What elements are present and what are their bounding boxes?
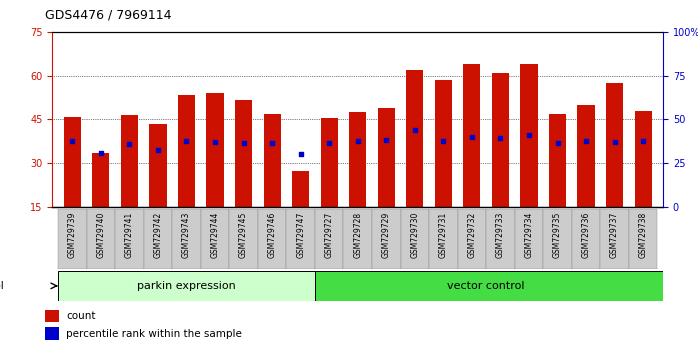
Text: GSM729727: GSM729727: [325, 212, 334, 258]
Bar: [429, 209, 458, 269]
Text: GDS4476 / 7969114: GDS4476 / 7969114: [45, 9, 172, 22]
Point: [324, 140, 335, 146]
Bar: [92, 153, 110, 207]
Text: GSM729747: GSM729747: [296, 212, 305, 258]
Point: [466, 134, 477, 140]
Point: [124, 141, 135, 147]
Bar: [207, 93, 223, 207]
Text: GSM729733: GSM729733: [496, 212, 505, 258]
Point: [524, 132, 535, 138]
Bar: [315, 209, 343, 269]
Bar: [458, 209, 486, 269]
Bar: [629, 209, 658, 269]
Bar: [286, 209, 315, 269]
Bar: [463, 64, 480, 207]
Bar: [521, 64, 537, 207]
Bar: [64, 116, 81, 207]
Bar: [378, 108, 395, 207]
Point: [209, 139, 221, 145]
Bar: [258, 209, 286, 269]
Text: percentile rank within the sample: percentile rank within the sample: [66, 329, 242, 339]
Bar: [435, 80, 452, 207]
Bar: [514, 209, 543, 269]
Text: GSM729744: GSM729744: [211, 212, 220, 258]
Text: GSM729746: GSM729746: [267, 212, 276, 258]
Bar: [372, 209, 401, 269]
Bar: [349, 112, 366, 207]
Text: GSM729735: GSM729735: [553, 212, 562, 258]
Point: [152, 147, 163, 153]
Bar: [264, 114, 281, 207]
Text: GSM729737: GSM729737: [610, 212, 619, 258]
Text: protocol: protocol: [0, 281, 3, 291]
Bar: [149, 124, 167, 207]
Bar: [486, 209, 514, 269]
Text: GSM729739: GSM729739: [68, 212, 77, 258]
Point: [352, 138, 364, 144]
Text: GSM729736: GSM729736: [581, 212, 591, 258]
Bar: [115, 209, 144, 269]
Text: count: count: [66, 311, 96, 321]
Bar: [235, 101, 252, 207]
Point: [295, 151, 306, 156]
Text: GSM729731: GSM729731: [439, 212, 448, 258]
Bar: [492, 73, 509, 207]
Bar: [45, 327, 59, 340]
Point: [609, 139, 620, 145]
Point: [581, 138, 592, 144]
Point: [409, 127, 420, 133]
Bar: [230, 209, 258, 269]
Bar: [58, 271, 315, 301]
Point: [181, 138, 192, 144]
Bar: [549, 114, 566, 207]
Bar: [121, 115, 138, 207]
Bar: [315, 271, 671, 301]
Text: GSM729738: GSM729738: [639, 212, 648, 258]
Bar: [634, 111, 652, 207]
Bar: [45, 310, 59, 322]
Point: [438, 138, 449, 143]
Bar: [406, 70, 424, 207]
Point: [552, 140, 563, 146]
Text: GSM729745: GSM729745: [239, 212, 248, 258]
Text: GSM729728: GSM729728: [353, 212, 362, 258]
Bar: [572, 209, 600, 269]
Bar: [58, 209, 87, 269]
Bar: [87, 209, 115, 269]
Text: GSM729729: GSM729729: [382, 212, 391, 258]
Bar: [577, 105, 595, 207]
Point: [637, 138, 648, 144]
Point: [67, 138, 78, 144]
Point: [238, 140, 249, 146]
Bar: [292, 171, 309, 207]
Bar: [144, 209, 172, 269]
Text: GSM729730: GSM729730: [410, 212, 419, 258]
Bar: [606, 83, 623, 207]
Point: [495, 135, 506, 141]
Text: GSM729741: GSM729741: [125, 212, 134, 258]
Point: [96, 150, 107, 156]
Text: GSM729740: GSM729740: [96, 212, 105, 258]
Bar: [178, 95, 195, 207]
Text: vector control: vector control: [447, 281, 525, 291]
Bar: [201, 209, 230, 269]
Text: parkin expression: parkin expression: [137, 281, 236, 291]
Bar: [320, 118, 338, 207]
Bar: [343, 209, 372, 269]
Text: GSM729742: GSM729742: [154, 212, 163, 258]
Text: GSM729743: GSM729743: [182, 212, 191, 258]
Bar: [401, 209, 429, 269]
Bar: [600, 209, 629, 269]
Point: [380, 137, 392, 142]
Text: GSM729734: GSM729734: [524, 212, 533, 258]
Bar: [543, 209, 572, 269]
Bar: [172, 209, 201, 269]
Text: GSM729732: GSM729732: [468, 212, 476, 258]
Point: [267, 140, 278, 146]
